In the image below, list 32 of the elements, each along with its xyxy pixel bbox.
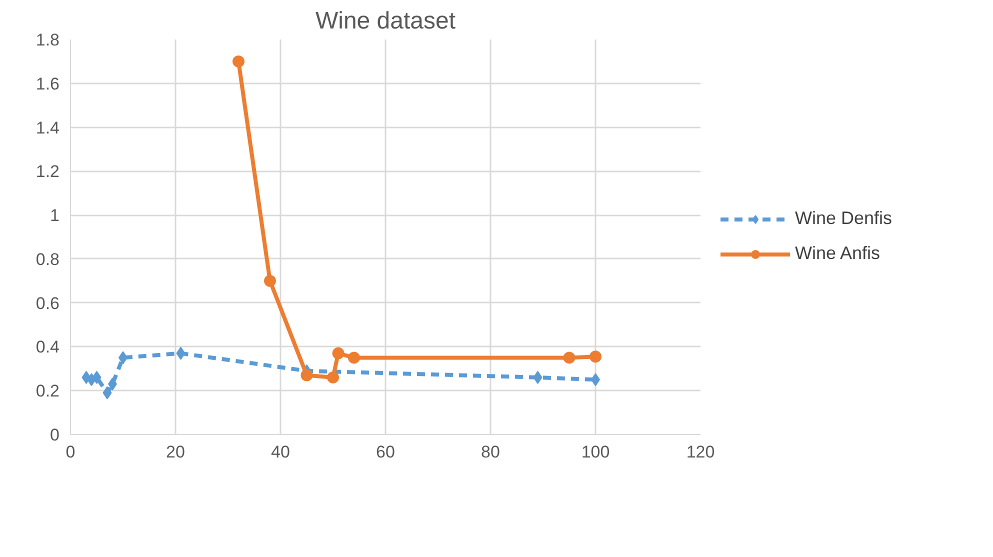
point <box>327 371 339 384</box>
y-tick-label: 0 <box>50 426 60 444</box>
y-tick-label: 1.6 <box>36 74 60 94</box>
x-tick-label: 60 <box>376 442 395 462</box>
y-tick-label: 1.4 <box>36 118 60 138</box>
x-tick-label: 0 <box>66 442 76 462</box>
point <box>102 386 112 400</box>
y-tick-label: 1.8 <box>36 30 60 50</box>
point <box>332 347 344 360</box>
chart-title: Wine dataset <box>315 8 456 34</box>
point <box>92 370 102 384</box>
y-tick-label: 1 <box>50 206 60 226</box>
legend-label: Wine Denfis <box>795 208 892 229</box>
y-tick-label: 0.4 <box>36 338 60 357</box>
x-tick-label: 40 <box>271 442 290 462</box>
legend-label: Wine Anfis <box>795 243 880 264</box>
point <box>232 55 244 68</box>
point <box>176 346 186 360</box>
point <box>348 352 360 364</box>
x-tick-label: 80 <box>481 442 500 462</box>
point <box>533 370 542 384</box>
y-tick-label: 0.6 <box>36 294 60 313</box>
point <box>264 274 276 287</box>
point <box>563 352 576 364</box>
y-tick-label: 1.2 <box>36 162 60 182</box>
x-tick-label: 120 <box>686 442 715 462</box>
x-tick-label: 20 <box>166 442 185 462</box>
point <box>300 369 313 382</box>
point <box>590 350 602 363</box>
x-tick-label: 100 <box>581 442 610 462</box>
y-tick-label: 0.8 <box>36 250 60 269</box>
y-tick-label: 0.2 <box>36 382 60 401</box>
